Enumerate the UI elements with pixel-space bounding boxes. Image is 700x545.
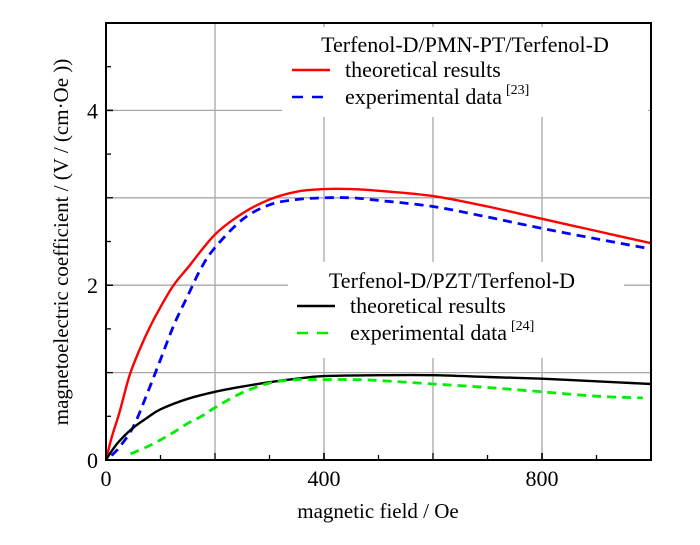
legend-label: experimental data [23] (345, 83, 529, 109)
legend-background (282, 27, 648, 117)
x-tick-label: 800 (526, 466, 559, 491)
tick-labels: 0 400 800 0 2 4 (87, 98, 559, 491)
legend-label: theoretical results (345, 57, 501, 82)
legend-label: theoretical results (350, 293, 506, 318)
legend-title: Terfenol-D/PMN-PT/Terfenol-D (321, 32, 609, 57)
legend-reference: [23] (506, 83, 529, 98)
y-tick-label: 0 (87, 448, 98, 473)
series-line-pzt_exp (129, 377, 643, 456)
series-line-pmn_theory (104, 187, 652, 461)
x-tick-label: 0 (101, 466, 112, 491)
series-line-pmn_exp (110, 196, 649, 457)
plot-series (104, 187, 652, 461)
x-axis-title: magnetic field / Oe (297, 499, 459, 523)
legend-label: experimental data [24] (350, 319, 534, 345)
y-tick-label: 2 (87, 273, 98, 298)
x-tick-label: 400 (308, 466, 341, 491)
axes (105, 22, 652, 461)
y-tick-label: 4 (87, 98, 98, 123)
legend-background (288, 262, 624, 358)
legend-1: Terfenol-D/PMN-PT/Terfenol-Dtheoretical … (282, 27, 648, 117)
series-line-pzt_theory (104, 373, 652, 461)
legends: Terfenol-D/PMN-PT/Terfenol-Dtheoretical … (282, 27, 648, 358)
legend-reference: [24] (511, 319, 534, 334)
y-axis-title: magnetoelectric coefficient / (V / (cm·O… (49, 59, 73, 426)
legend-title: Terfenol-D/PZT/Terfenol-D (329, 268, 575, 293)
